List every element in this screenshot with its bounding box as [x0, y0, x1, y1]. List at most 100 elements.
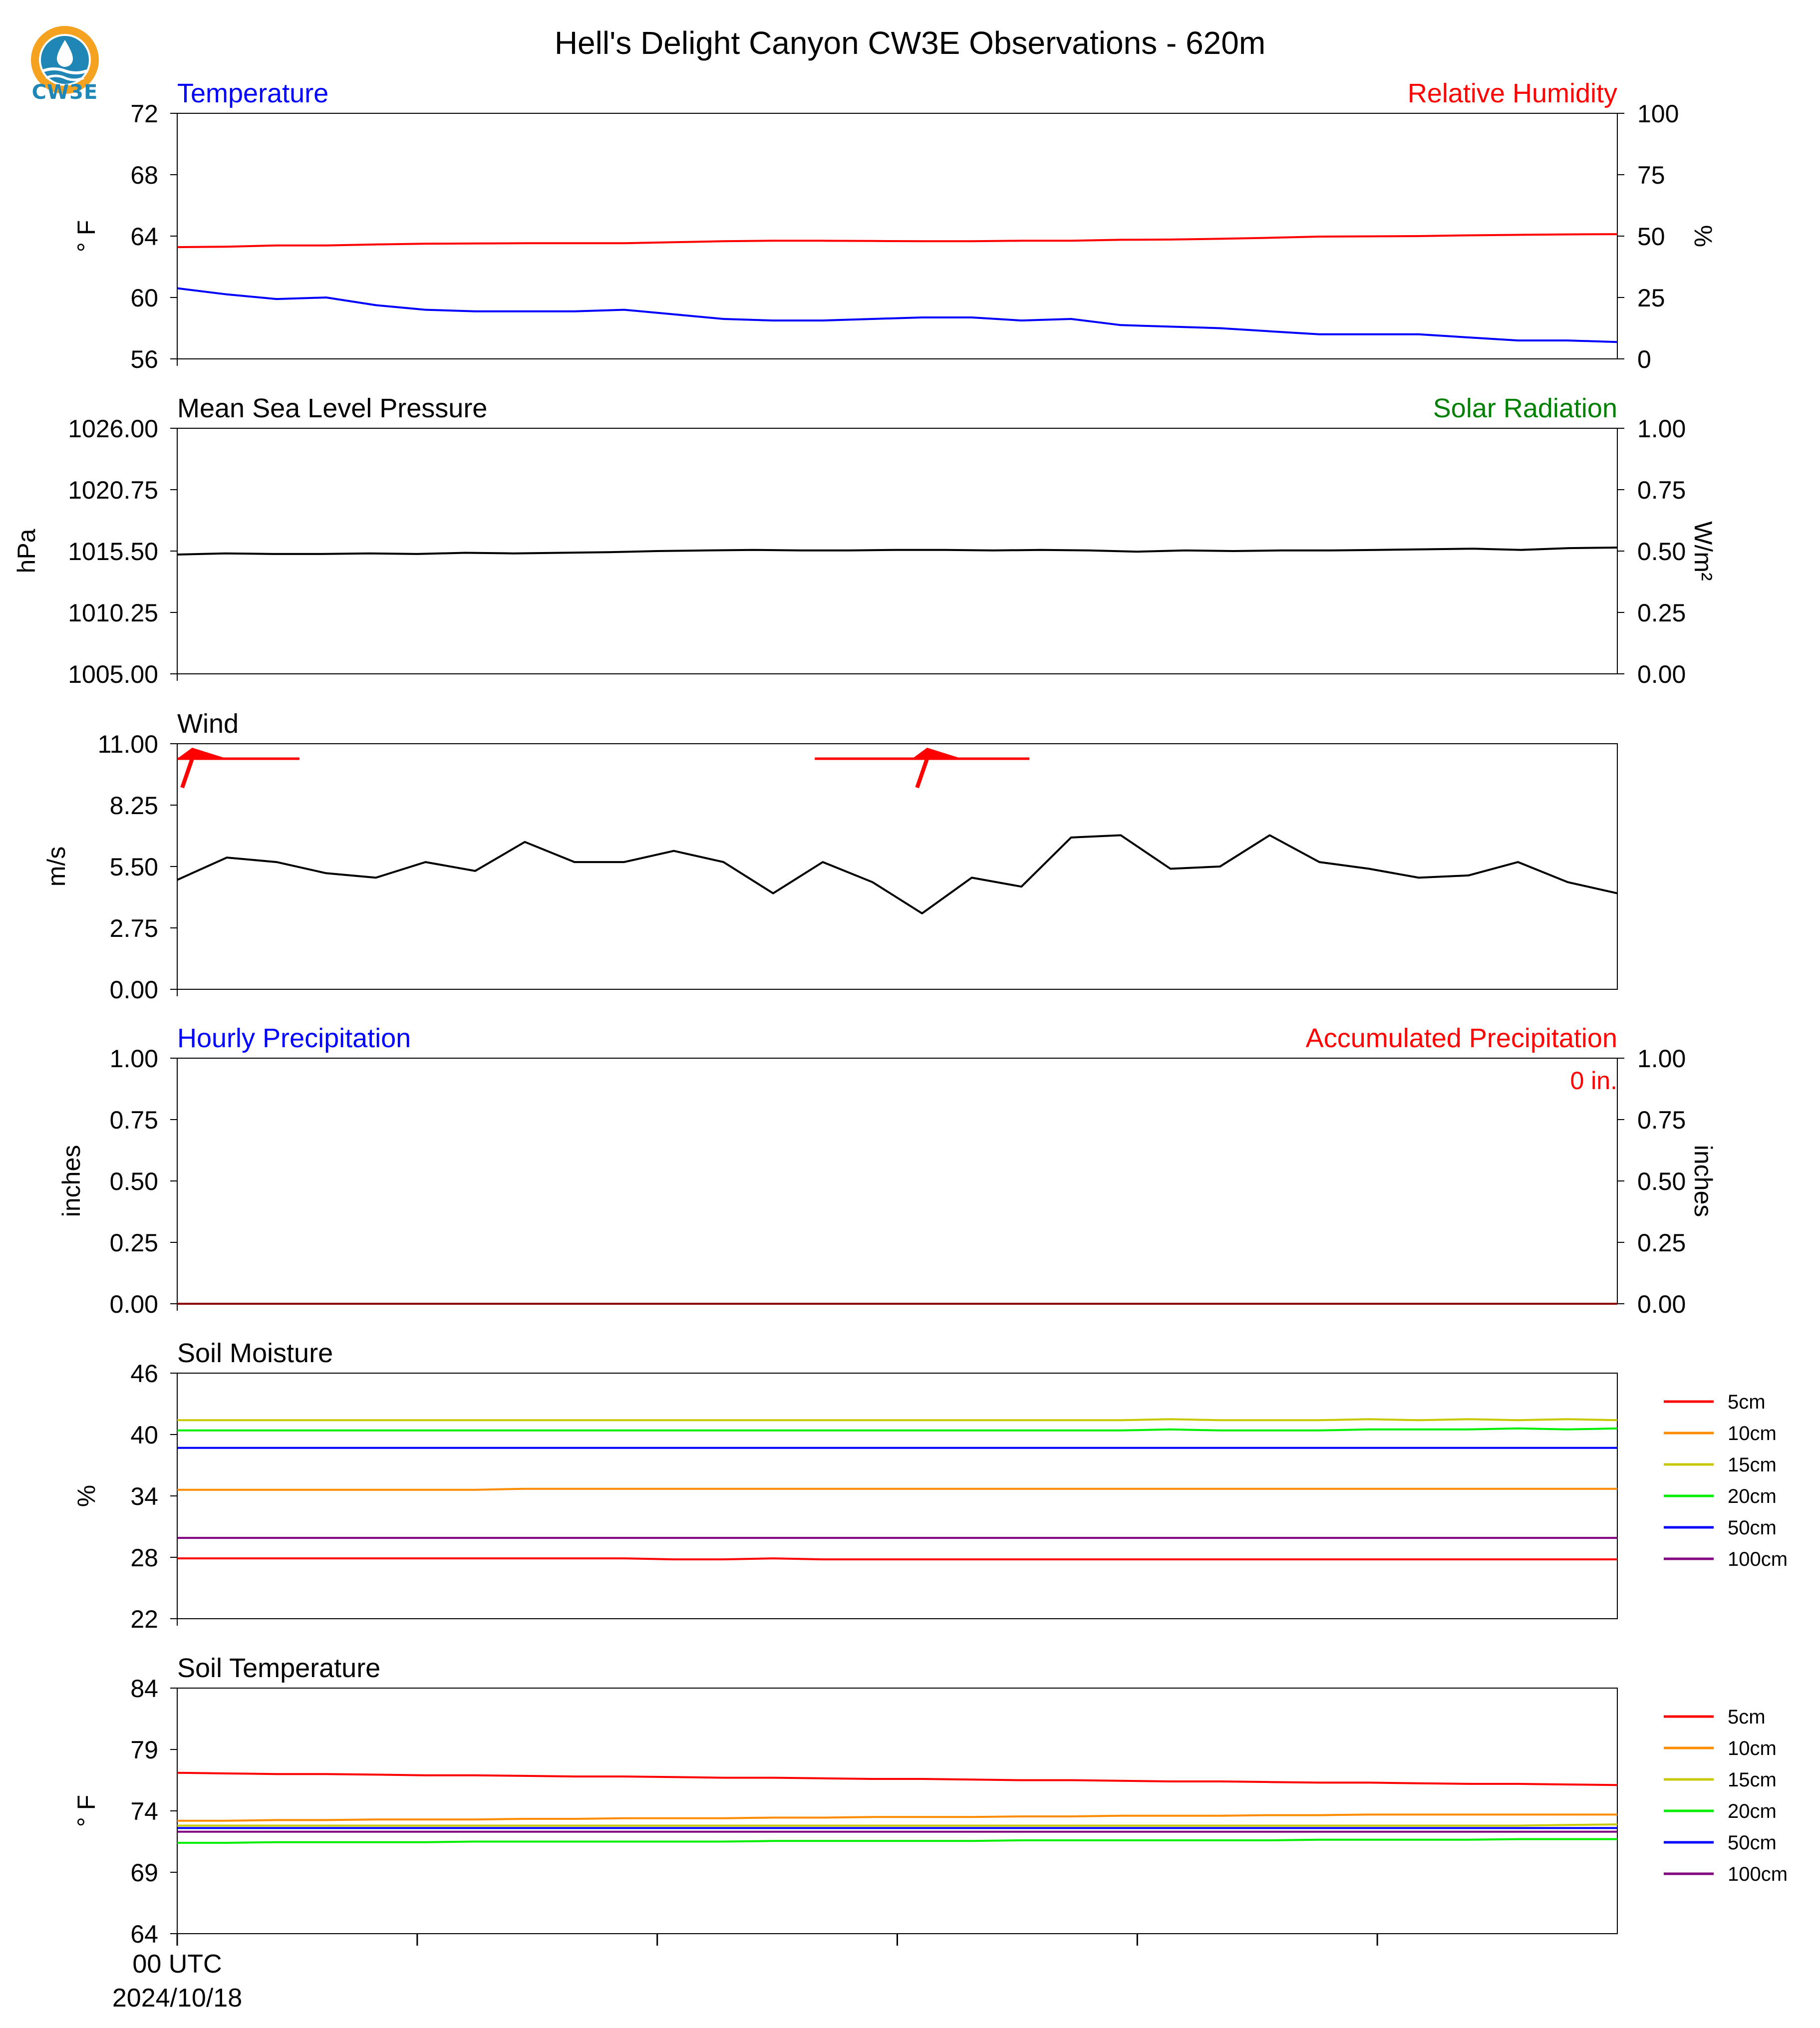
y-tick-label-left: 68 [130, 161, 158, 189]
y-tick-label-right: 1.00 [1637, 415, 1686, 443]
time-axis: 00 UTC 2024/10/18 [112, 1934, 1378, 2013]
legend-entry-10cm: 10cm [1728, 1423, 1777, 1445]
legend-entry-5cm: 5cm [1728, 1391, 1766, 1413]
series-line-10cm [177, 1813, 1617, 1822]
y-axis-label-right: W/m² [1689, 521, 1717, 580]
logo-sun-ring-icon [31, 26, 99, 94]
legend-entry-15cm: 15cm [1728, 1454, 1777, 1476]
y-tick-label-left: 11.00 [98, 730, 158, 758]
y-tick-label-right: 75 [1637, 161, 1665, 189]
series-line-pressure-0 [177, 547, 1618, 556]
y-tick-label-left: 1015.50 [68, 538, 158, 566]
panel-title-left: Soil Moisture [177, 1338, 333, 1368]
y-tick-label-right: 0.25 [1637, 1229, 1686, 1257]
panel-title-left: Temperature [177, 78, 328, 108]
y-tick-label-right: 25 [1637, 284, 1665, 312]
y-tick-label-right: 50 [1637, 223, 1665, 251]
logo-wave-icon [42, 67, 88, 74]
y-tick-label-left: 1.00 [110, 1045, 158, 1073]
legend-entry-100cm: 100cm [1728, 1863, 1788, 1885]
y-tick-label-left: 1020.75 [68, 476, 158, 504]
y-tick-label-left: 0.75 [110, 1106, 158, 1134]
y-tick-label-right: 100 [1637, 100, 1679, 128]
series-line-5cm [177, 1771, 1618, 1786]
y-axis-label-left: ° F [72, 1795, 100, 1827]
y-axis-label-left: hPa [12, 529, 40, 573]
legend-soil_temperature: 5cm 10cm 15cm 20cm 50cm 100cm [1664, 1706, 1788, 1885]
y-tick-label-right: 0.75 [1637, 1106, 1686, 1134]
series-line-5cm [177, 1557, 1617, 1561]
figure-title: Hell's Delight Canyon CW3E Observations … [555, 25, 1265, 61]
y-tick-label-left: 60 [130, 284, 158, 312]
y-tick-label-right: 0.00 [1637, 1290, 1686, 1318]
panel-pressure: 1005.00 1010.25 1015.50 1020.75 1026.00 0.00 0… [12, 393, 1717, 688]
panel-wind: 0.00 2.75 5.50 8.25 11.00 Wind m/s [42, 709, 1618, 1004]
y-tick-label-left: 74 [130, 1797, 158, 1825]
y-tick-label-right: 0.75 [1637, 476, 1686, 504]
panel-soil_temperature: 64 69 74 79 84 Soil Temperature ° F 5cm 10cm 15cm… [72, 1653, 1788, 1948]
y-tick-label-left: 79 [130, 1736, 158, 1764]
logo-drop-icon [57, 40, 73, 67]
series-line-20cm [177, 1838, 1617, 1844]
panel-frame [177, 743, 1618, 990]
y-tick-label-right: 0.00 [1637, 660, 1686, 688]
panel-title-left: Wind [177, 709, 239, 739]
y-tick-label-left: 56 [130, 345, 158, 373]
y-tick-label-right: 0.25 [1637, 599, 1686, 627]
y-tick-label-left: 28 [130, 1544, 158, 1572]
panel-temp_rh: 56 60 64 68 72 0 25 50 75 100 Temperature Relative … [72, 78, 1717, 373]
logo-text: CW3E [31, 81, 98, 104]
y-tick-label-left: 0.00 [110, 976, 158, 1004]
y-tick-label-right: 0 [1637, 345, 1651, 373]
y-tick-label-right: 0.50 [1637, 538, 1686, 566]
wind-barb-feather [915, 758, 929, 789]
legend-entry-100cm: 100cm [1728, 1548, 1788, 1570]
logo-wave-icon-2 [45, 74, 84, 81]
series-line-temp_rh-1 [177, 233, 1618, 249]
y-tick-label-left: 0.50 [110, 1167, 158, 1195]
panel-frame [177, 1058, 1618, 1304]
wind-barb-flag [912, 748, 962, 759]
legend-soil_moisture: 5cm 10cm 15cm 20cm 50cm 100cm [1664, 1391, 1788, 1570]
y-axis-label-left: m/s [42, 847, 70, 887]
y-axis-label-left: inches [57, 1145, 85, 1217]
y-tick-label-left: 5.50 [110, 853, 158, 881]
panel-frame [177, 1373, 1618, 1619]
legend-entry-15cm: 15cm [1728, 1769, 1777, 1791]
y-tick-label-left: 0.00 [110, 1290, 158, 1318]
series-line-15cm [177, 1823, 1618, 1827]
y-axis-label-left: ° F [72, 220, 100, 252]
y-tick-label-left: 34 [130, 1482, 158, 1510]
panel-title-right: Relative Humidity [1408, 78, 1617, 108]
x-tick-label-date: 2024/10/18 [112, 1984, 242, 2013]
wind-barb-flag [177, 748, 227, 759]
y-tick-label-left: 64 [130, 223, 158, 251]
wind-barb-0 [177, 748, 300, 789]
y-tick-label-left: 1026.00 [68, 415, 158, 443]
panel-frame [177, 428, 1618, 674]
panel-title-left: Mean Sea Level Pressure [177, 393, 487, 423]
y-tick-label-left: 40 [130, 1421, 158, 1449]
chart-panels: 56 60 64 68 72 0 25 50 75 100 Temperature Relative … [12, 78, 1788, 1948]
y-tick-label-left: 46 [130, 1360, 158, 1388]
panel-precip: 0.00 0.25 0.50 0.75 1.00 0.00 0.25 0.50 0.75 1.00… [57, 1023, 1717, 1318]
wind-barb-feather [180, 758, 194, 789]
series-line-15cm [177, 1418, 1618, 1422]
y-axis-label-right: inches [1689, 1145, 1717, 1217]
panel-title-right: Solar Radiation [1433, 393, 1617, 423]
series-line-10cm [177, 1487, 1617, 1491]
x-tick-label-time: 00 UTC [132, 1950, 222, 1979]
y-tick-label-left: 8.25 [110, 792, 158, 820]
series-line-temp_rh-0 [177, 287, 1618, 343]
y-tick-label-left: 1005.00 [68, 660, 158, 688]
legend-entry-50cm: 50cm [1728, 1832, 1777, 1854]
panel-title-left: Soil Temperature [177, 1653, 380, 1683]
series-line-wind-0 [177, 834, 1618, 914]
panel-title-left: Hourly Precipitation [177, 1023, 411, 1053]
panel-frame [177, 1688, 1618, 1934]
wind-barb-1 [815, 748, 1030, 789]
accumulated-total-label: 0 in. [1570, 1067, 1617, 1095]
y-tick-label-left: 72 [130, 100, 158, 128]
legend-entry-20cm: 20cm [1728, 1800, 1777, 1822]
